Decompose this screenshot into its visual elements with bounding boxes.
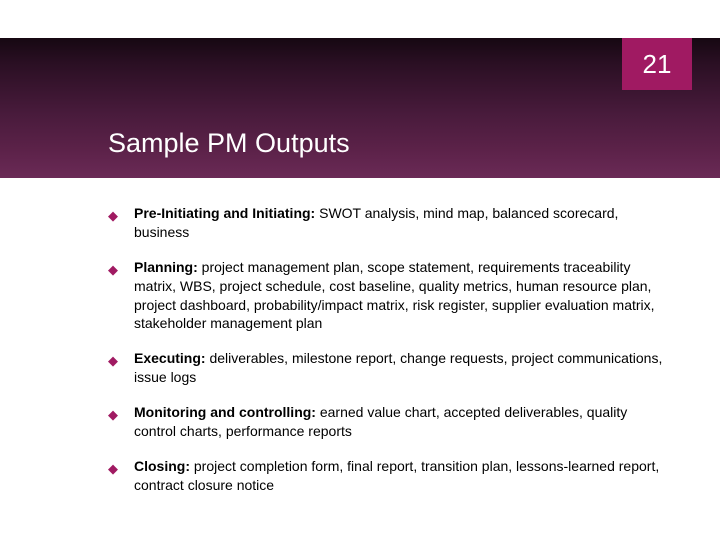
bullet-text: Planning: project management plan, scope… xyxy=(134,258,668,334)
bullet-icon: ◆ xyxy=(108,407,118,423)
bullet-icon: ◆ xyxy=(108,208,118,224)
bullet-text: Executing: deliverables, milestone repor… xyxy=(134,349,668,387)
bullet-label: Planning: xyxy=(134,259,198,275)
list-item: ◆ Closing: project completion form, fina… xyxy=(108,457,668,495)
bullet-label: Executing: xyxy=(134,350,206,366)
bullet-text: Closing: project completion form, final … xyxy=(134,457,668,495)
list-item: ◆ Executing: deliverables, milestone rep… xyxy=(108,349,668,387)
list-item: ◆ Planning: project management plan, sco… xyxy=(108,258,668,334)
page-number-box: 21 xyxy=(622,38,692,90)
bullet-body: project management plan, scope statement… xyxy=(134,259,655,332)
bullet-label: Closing: xyxy=(134,458,190,474)
bullet-text: Monitoring and controlling: earned value… xyxy=(134,403,668,441)
slide-title: Sample PM Outputs xyxy=(108,128,350,159)
content-area: ◆ Pre-Initiating and Initiating: SWOT an… xyxy=(108,204,668,511)
bullet-label: Pre-Initiating and Initiating: xyxy=(134,205,315,221)
bullet-body: deliverables, milestone report, change r… xyxy=(134,350,662,385)
page-number: 21 xyxy=(643,49,672,80)
bullet-body: project completion form, final report, t… xyxy=(134,458,659,493)
list-item: ◆ Monitoring and controlling: earned val… xyxy=(108,403,668,441)
list-item: ◆ Pre-Initiating and Initiating: SWOT an… xyxy=(108,204,668,242)
bullet-label: Monitoring and controlling: xyxy=(134,404,316,420)
bullet-icon: ◆ xyxy=(108,353,118,369)
bullet-icon: ◆ xyxy=(108,262,118,278)
bullet-icon: ◆ xyxy=(108,461,118,477)
bullet-text: Pre-Initiating and Initiating: SWOT anal… xyxy=(134,204,668,242)
